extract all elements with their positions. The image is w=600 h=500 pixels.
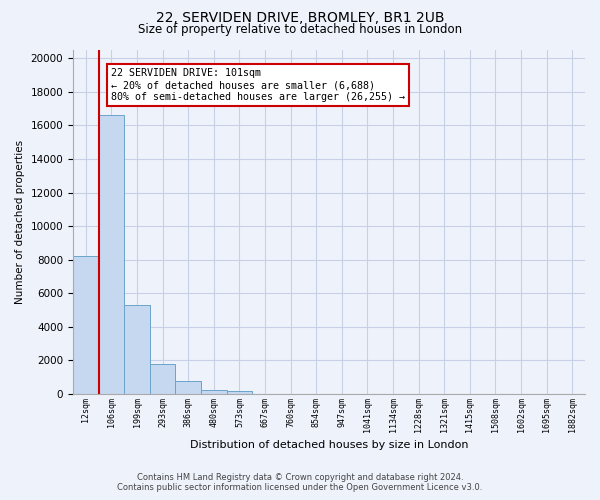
Text: 22, SERVIDEN DRIVE, BROMLEY, BR1 2UB: 22, SERVIDEN DRIVE, BROMLEY, BR1 2UB xyxy=(156,11,444,25)
Bar xyxy=(73,256,98,394)
Bar xyxy=(150,364,175,394)
Text: Size of property relative to detached houses in London: Size of property relative to detached ho… xyxy=(138,22,462,36)
Bar xyxy=(124,305,150,394)
Bar xyxy=(175,382,201,394)
Y-axis label: Number of detached properties: Number of detached properties xyxy=(15,140,25,304)
Text: 22 SERVIDEN DRIVE: 101sqm
← 20% of detached houses are smaller (6,688)
80% of se: 22 SERVIDEN DRIVE: 101sqm ← 20% of detac… xyxy=(112,68,406,102)
Bar xyxy=(227,390,252,394)
Text: Contains HM Land Registry data © Crown copyright and database right 2024.
Contai: Contains HM Land Registry data © Crown c… xyxy=(118,473,482,492)
Bar xyxy=(98,116,124,394)
X-axis label: Distribution of detached houses by size in London: Distribution of detached houses by size … xyxy=(190,440,468,450)
Bar xyxy=(201,390,227,394)
